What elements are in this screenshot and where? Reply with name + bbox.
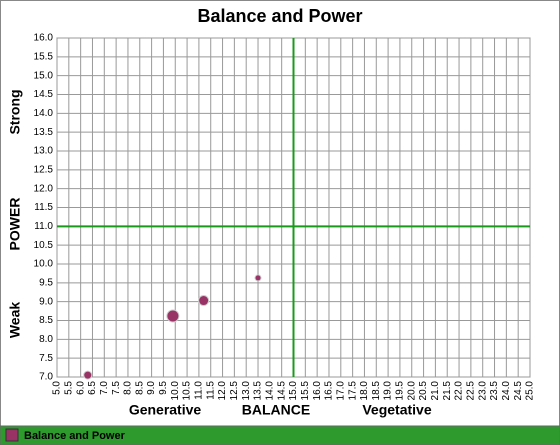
x-tick-label: 5.5: [63, 381, 74, 395]
y-tick-label: 8.0: [39, 334, 53, 345]
y-tick-label: 15.0: [34, 70, 54, 81]
y-tick-label: 13.0: [34, 146, 54, 157]
x-tick-label: 13.5: [253, 381, 264, 401]
y-tick-label: 8.5: [39, 315, 53, 326]
x-tick-label: 14.0: [264, 381, 275, 401]
x-tick-label: 15.5: [300, 381, 311, 401]
x-tick-label: 9.5: [158, 381, 169, 395]
x-axis-label: BALANCE: [242, 402, 310, 418]
x-tick-label: 10.0: [170, 381, 181, 401]
x-tick-label: 23.5: [489, 381, 500, 401]
y-tick-label: 7.5: [39, 353, 53, 364]
y-tick-label: 10.0: [34, 259, 54, 270]
y-axis-label: POWER: [7, 198, 23, 251]
x-tick-label: 20.5: [418, 381, 429, 401]
y-tick-label: 12.0: [34, 183, 54, 194]
x-tick-label: 8.0: [123, 381, 134, 395]
y-tick-label: 12.5: [34, 164, 54, 175]
x-tick-label: 5.0: [52, 381, 63, 395]
x-tick-label: 6.5: [87, 381, 98, 395]
x-tick-label: 21.5: [442, 381, 453, 401]
y-axis-label: Weak: [7, 302, 23, 339]
y-tick-label: 7.0: [39, 372, 53, 383]
y-tick-label: 10.5: [34, 240, 54, 251]
y-tick-label: 16.0: [34, 33, 54, 44]
bubble: [254, 274, 262, 282]
y-tick-label: 9.0: [39, 296, 53, 307]
x-tick-label: 11.0: [194, 381, 205, 400]
y-tick-label: 11.0: [34, 221, 53, 232]
y-tick-label: 15.5: [34, 51, 54, 62]
x-axis-label: Generative: [129, 402, 202, 418]
x-axis-label: Vegetative: [362, 402, 431, 418]
x-tick-label: 22.0: [454, 381, 465, 401]
chart-title: Balance and Power: [197, 6, 362, 26]
x-tick-label: 12.0: [217, 381, 228, 401]
y-tick-label: 14.0: [34, 108, 54, 119]
x-tick-label: 23.0: [477, 381, 488, 401]
x-tick-label: 16.5: [324, 381, 335, 401]
y-tick-label: 14.5: [34, 89, 54, 100]
x-tick-label: 11.5: [205, 381, 216, 400]
x-tick-label: 25.0: [525, 381, 536, 401]
x-tick-label: 24.5: [513, 381, 524, 401]
y-tick-label: 13.5: [34, 127, 54, 138]
legend-label: Balance and Power: [24, 430, 126, 442]
x-tick-label: 14.5: [276, 381, 287, 401]
legend-swatch: [5, 428, 19, 442]
x-tick-label: 12.5: [229, 381, 240, 401]
x-tick-label: 15.0: [288, 381, 299, 401]
x-tick-label: 16.0: [312, 381, 323, 401]
legend-bar: [0, 425, 560, 445]
x-tick-label: 18.0: [359, 381, 370, 401]
y-tick-label: 11.5: [34, 202, 53, 213]
x-tick-label: 24.0: [501, 381, 512, 401]
y-tick-label: 9.5: [39, 277, 53, 288]
x-tick-label: 19.5: [395, 381, 406, 401]
x-tick-label: 13.0: [241, 381, 252, 401]
x-tick-label: 10.5: [182, 381, 193, 401]
x-tick-label: 6.0: [75, 381, 86, 395]
x-tick-label: 21.0: [430, 381, 441, 401]
x-tick-label: 18.5: [371, 381, 382, 401]
bubble: [83, 370, 93, 380]
x-tick-label: 7.5: [111, 381, 122, 395]
x-tick-label: 9.0: [146, 381, 157, 395]
x-tick-label: 20.0: [406, 381, 417, 401]
y-axis-label: Strong: [7, 89, 23, 134]
x-tick-label: 17.5: [347, 381, 358, 401]
x-tick-label: 17.0: [335, 381, 346, 401]
x-tick-label: 8.5: [134, 381, 145, 395]
bubble: [166, 309, 180, 323]
bubble: [198, 295, 210, 307]
x-tick-label: 22.5: [466, 381, 477, 401]
x-tick-label: 19.0: [383, 381, 394, 401]
x-tick-label: 7.0: [99, 381, 110, 395]
